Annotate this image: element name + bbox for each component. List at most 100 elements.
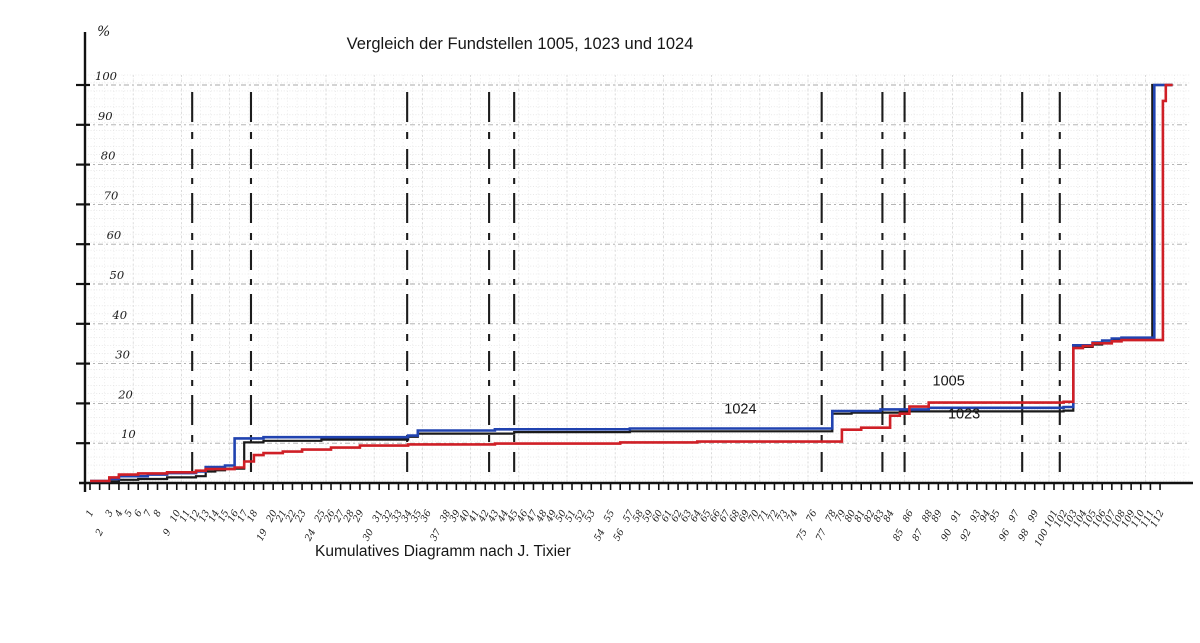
x-tick-label: 74 bbox=[785, 508, 800, 524]
x-tick-label: 5 bbox=[123, 508, 136, 519]
x-tick-label: 15 bbox=[216, 508, 231, 524]
x-tick-label: 24 bbox=[303, 527, 319, 544]
x-tick-label: 90 bbox=[939, 527, 954, 543]
x-tick-label: 70 bbox=[746, 508, 761, 524]
x-tick-label: 81 bbox=[852, 508, 867, 524]
series-curve-1005 bbox=[90, 83, 1173, 483]
x-tick-label: 73 bbox=[775, 508, 790, 524]
x-tick-label: 12 bbox=[187, 508, 202, 524]
y-tick-label: 10 bbox=[121, 427, 136, 441]
y-tick-label: 100 bbox=[95, 69, 117, 83]
x-tick-label: 20 bbox=[264, 508, 280, 525]
x-tick-label: 21 bbox=[274, 508, 290, 525]
x-tick-label: 99 bbox=[1026, 508, 1041, 524]
x-tick-label: 79 bbox=[833, 508, 848, 524]
series-label-1005: 1005 bbox=[933, 373, 965, 389]
x-tick-label: 54 bbox=[592, 527, 607, 543]
x-tick-label: 28 bbox=[341, 508, 357, 525]
x-tick-label: 96 bbox=[997, 527, 1012, 543]
x-tick-label: 35 bbox=[409, 508, 424, 524]
y-tick-label: 40 bbox=[111, 308, 127, 322]
x-tick-label: 91 bbox=[949, 508, 964, 524]
x-tick-label: 43 bbox=[486, 508, 502, 525]
x-tick-label: 87 bbox=[910, 526, 926, 543]
x-tick-label: 53 bbox=[583, 508, 598, 524]
x-tick-label: 40 bbox=[457, 508, 473, 525]
x-tick-label: 14 bbox=[207, 508, 222, 524]
x-tick-label: 72 bbox=[766, 508, 781, 524]
series-label-1023: 1023 bbox=[948, 407, 980, 423]
x-tick-label: 38 bbox=[438, 508, 453, 524]
y-axis-unit-label: % bbox=[97, 24, 110, 40]
x-tick-label: 34 bbox=[399, 508, 414, 524]
y-tick-label: 30 bbox=[115, 348, 130, 362]
x-tick-label: 36 bbox=[419, 508, 434, 524]
x-tick-label: 17 bbox=[235, 507, 251, 524]
x-tick-label: 93 bbox=[968, 508, 983, 524]
x-tick-label: 65 bbox=[698, 508, 713, 524]
x-tick-label: 29 bbox=[351, 508, 367, 525]
x-tick-label: 98 bbox=[1016, 527, 1031, 543]
x-tick-label: 64 bbox=[689, 508, 704, 524]
axes: 1020304050607080901001234567891011121314… bbox=[76, 32, 1193, 548]
x-tick-label: 56 bbox=[611, 527, 626, 543]
x-tick-label: 31 bbox=[370, 508, 385, 524]
x-tick-label: 49 bbox=[544, 508, 560, 525]
chart-plot-area: 1020304050607080901001234567891011121314… bbox=[76, 32, 1193, 548]
x-tick-label: 82 bbox=[862, 508, 877, 524]
x-tick-label: 8 bbox=[152, 508, 165, 519]
x-tick-label: 89 bbox=[930, 508, 945, 524]
x-tick-label: 18 bbox=[245, 508, 260, 524]
x-tick-label: 63 bbox=[679, 508, 694, 524]
x-tick-label: 19 bbox=[255, 527, 270, 543]
x-tick-label: 100 bbox=[1033, 527, 1051, 548]
x-tick-label: 41 bbox=[466, 508, 482, 525]
x-tick-label: 86 bbox=[901, 508, 916, 524]
x-tick-label: 58 bbox=[631, 508, 646, 524]
x-tick-label: 39 bbox=[448, 508, 463, 524]
chart-caption: Kumulatives Diagramm nach J. Tixier bbox=[315, 543, 571, 560]
x-tick-label: 75 bbox=[795, 527, 810, 543]
x-tick-label: 42 bbox=[476, 508, 492, 525]
y-tick-label: 50 bbox=[110, 268, 125, 282]
x-tick-label: 80 bbox=[843, 508, 858, 524]
x-tick-label: 45 bbox=[505, 508, 521, 525]
x-tick-label: 69 bbox=[737, 508, 752, 524]
x-tick-label: 52 bbox=[573, 508, 588, 524]
x-tick-label: 50 bbox=[554, 508, 569, 524]
x-tick-label: 68 bbox=[727, 508, 742, 524]
x-tick-label: 16 bbox=[226, 508, 241, 524]
x-tick-label: 61 bbox=[660, 508, 675, 524]
x-tick-label: 60 bbox=[650, 508, 665, 524]
x-tick-label: 37 bbox=[428, 526, 444, 543]
x-tick-label: 77 bbox=[814, 526, 830, 543]
x-tick-label: 46 bbox=[515, 508, 531, 525]
x-tick-label: 85 bbox=[891, 527, 906, 543]
x-tick-label: 26 bbox=[322, 508, 338, 525]
x-tick-label: 2 bbox=[93, 527, 106, 538]
x-tick-label: 83 bbox=[872, 508, 887, 524]
series-label-1024: 1024 bbox=[724, 401, 756, 417]
x-tick-label: 10 bbox=[168, 508, 183, 524]
x-tick-label: 92 bbox=[958, 527, 973, 543]
y-tick-label: 80 bbox=[101, 149, 116, 163]
x-tick-label: 66 bbox=[708, 508, 723, 524]
x-tick-label: 1 bbox=[84, 508, 97, 519]
x-tick-label: 97 bbox=[1007, 507, 1023, 524]
x-tick-label: 7 bbox=[142, 507, 155, 518]
x-tick-label: 55 bbox=[602, 508, 617, 524]
x-tick-label: 67 bbox=[717, 507, 733, 524]
class-dividers bbox=[191, 92, 1061, 481]
x-tick-label: 9 bbox=[161, 527, 174, 538]
x-tick-label: 94 bbox=[978, 508, 993, 524]
x-tick-label: 62 bbox=[669, 508, 684, 524]
y-tick-label: 90 bbox=[98, 109, 113, 123]
x-tick-label: 22 bbox=[283, 508, 299, 525]
x-tick-label: 6 bbox=[132, 508, 145, 519]
x-tick-label: 23 bbox=[293, 508, 309, 525]
x-tick-label: 95 bbox=[987, 508, 1002, 524]
x-tick-label: 59 bbox=[640, 508, 655, 524]
x-tick-label: 51 bbox=[563, 508, 578, 524]
